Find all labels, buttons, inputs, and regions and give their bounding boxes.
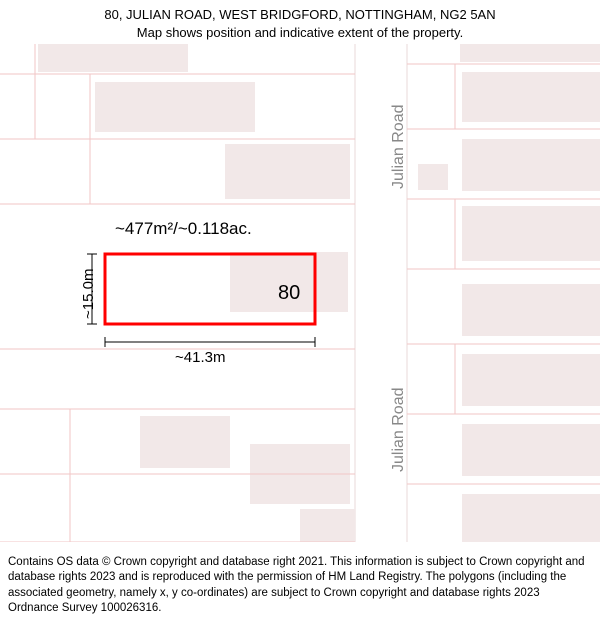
- road-label: Julian Road: [390, 105, 408, 190]
- header: 80, JULIAN ROAD, WEST BRIDGFORD, NOTTING…: [0, 0, 600, 46]
- width-dimension-label: ~41.3m: [175, 349, 225, 366]
- road-label: Julian Road: [390, 388, 408, 473]
- header-subtitle: Map shows position and indicative extent…: [10, 24, 590, 42]
- footer-copyright: Contains OS data © Crown copyright and d…: [0, 549, 600, 625]
- height-dimension-label: ~15.0m: [80, 269, 97, 319]
- header-address: 80, JULIAN ROAD, WEST BRIDGFORD, NOTTING…: [10, 6, 590, 24]
- house-number-label: 80: [278, 282, 300, 305]
- map-area: ~477m²/~0.118ac. ~15.0m ~41.3m 80 Julian…: [0, 44, 600, 542]
- area-label: ~477m²/~0.118ac.: [115, 219, 252, 239]
